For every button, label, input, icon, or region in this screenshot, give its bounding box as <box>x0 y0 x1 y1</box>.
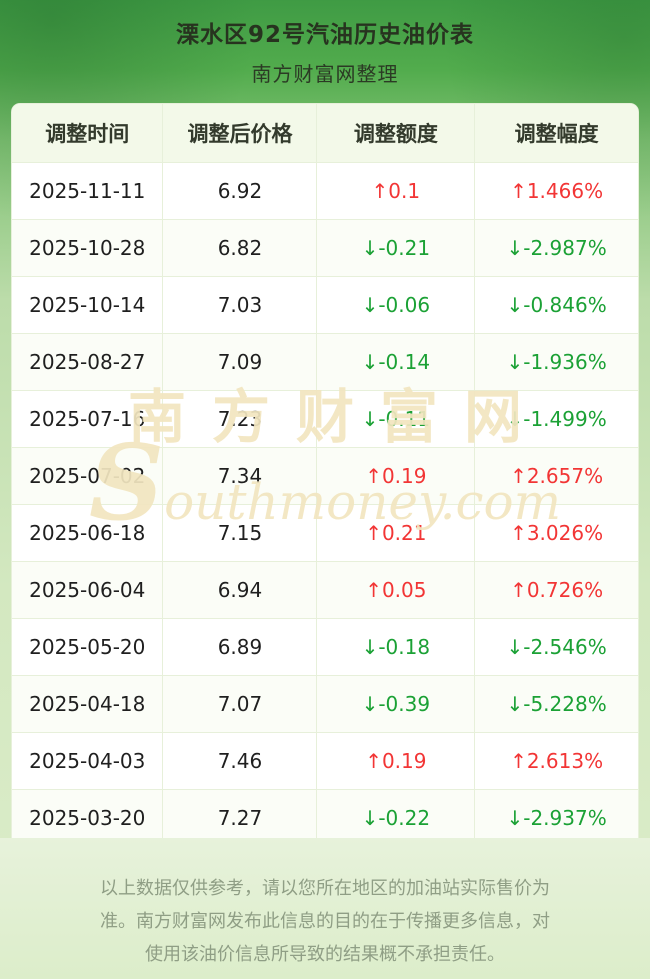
cell-date: 2025-07-16 <box>12 391 164 447</box>
cell-date: 2025-05-20 <box>12 619 164 675</box>
cell-date: 2025-04-18 <box>12 676 164 732</box>
cell-date: 2025-11-11 <box>12 163 164 219</box>
table-row: 2025-07-16 7.23 ↓-0.11 ↓-1.499% <box>12 391 638 448</box>
cell-change-pct: ↓-2.546% <box>506 635 607 659</box>
cell-price: 7.46 <box>163 733 318 789</box>
cell-change: ↓-0.39 <box>317 676 476 732</box>
price-table: 调整时间 调整后价格 调整额度 调整幅度 2025-11-11 6.92 ↑0.1 ↑… <box>12 104 638 847</box>
table-row: 2025-04-03 7.46 ↑0.19 ↑2.613% <box>12 733 638 790</box>
column-header-change: 调整额度 <box>317 104 476 162</box>
table-row: 2025-08-27 7.09 ↓-0.14 ↓-1.936% <box>12 334 638 391</box>
cell-change-pct: ↓-1.936% <box>475 334 638 390</box>
cell-change: ↑0.1 <box>317 163 476 219</box>
cell-change: ↑0.19 <box>317 448 476 504</box>
cell-change: ↑0.21 <box>317 505 476 561</box>
cell-change-pct: ↑2.657% <box>475 448 638 504</box>
page-title: 溧水区92号汽油历史油价表 <box>175 22 474 48</box>
table-row: 2025-05-20 6.89 ↓-0.18 ↓-2.546% <box>12 619 638 676</box>
cell-price: 6.89 <box>163 619 318 675</box>
cell-date: 2025-04-03 <box>12 733 164 789</box>
cell-date: 2025-10-14 <box>12 277 164 333</box>
cell-price: 6.92 <box>163 163 318 219</box>
cell-change-pct: ↓-2.937% <box>475 790 638 846</box>
table-row: 2025-10-28 6.82 ↓-0.21 ↓-2.987% <box>12 220 638 277</box>
cell-change-pct: ↓-2.987% <box>475 220 638 276</box>
cell-change: ↓-0.22 <box>317 790 476 846</box>
table-row: 2025-04-18 7.07 ↓-0.39 ↓-5.228% <box>12 676 638 733</box>
cell-date: 2025-03-20 <box>12 790 164 846</box>
page-subtitle: 南方财富网整理 <box>251 62 399 86</box>
table-body: 2025-11-11 6.92 ↑0.1 ↑1.466% 2025-10-28 6.82 ↓… <box>12 163 638 847</box>
cell-price: 7.09 <box>163 334 318 390</box>
cell-change-pct: ↑2.613% <box>510 749 604 773</box>
cell-date: 2025-07-02 <box>12 448 164 504</box>
cell-price: 7.27 <box>163 790 318 846</box>
cell-change-pct: ↑0.726% <box>475 562 638 618</box>
table-header-row: 调整时间 调整后价格 调整额度 调整幅度 <box>12 104 638 163</box>
column-header-price: 调整后价格 <box>163 104 318 162</box>
cell-change: ↓-0.18 <box>317 619 476 675</box>
cell-change: ↓-0.06 <box>317 277 476 333</box>
cell-change-pct: ↑1.466% <box>510 179 604 203</box>
cell-price: 6.94 <box>163 562 318 618</box>
table-row: 2025-11-11 6.92 ↑0.1 ↑1.466% <box>12 163 638 220</box>
cell-change: ↓-0.21 <box>317 220 476 276</box>
cell-date: 2025-08-27 <box>12 334 164 390</box>
cell-price: 7.23 <box>163 391 318 447</box>
cell-price: 7.03 <box>163 277 318 333</box>
cell-change: ↑0.05 <box>317 562 476 618</box>
disclaimer: 以上数据仅供参考，请以您所在地区的加油站实际售价为准。南方财富网发布此信息的目的… <box>0 838 650 979</box>
cell-change-pct: ↓-5.228% <box>475 676 638 732</box>
table-row: 2025-06-18 7.15 ↑0.21 ↑3.026% <box>12 505 638 562</box>
table-row: 2025-07-02 7.34 ↑0.19 ↑2.657% <box>12 448 638 505</box>
cell-change: ↓-0.11 <box>317 391 476 447</box>
cell-price: 7.34 <box>163 448 318 504</box>
cell-price: 7.15 <box>163 505 318 561</box>
cell-change-pct: ↑3.026% <box>510 521 604 545</box>
table-row: 2025-10-14 7.03 ↓-0.06 ↓-0.846% <box>12 277 638 334</box>
cell-change: ↓-0.14 <box>317 334 476 390</box>
column-header-time: 调整时间 <box>12 104 164 162</box>
page-header: 溧水区92号汽油历史油价表 南方财富网整理 <box>0 0 650 102</box>
cell-change: ↑0.19 <box>317 733 476 789</box>
cell-date: 2025-06-04 <box>12 562 164 618</box>
cell-change-pct: ↓-0.846% <box>506 293 607 317</box>
cell-date: 2025-06-18 <box>12 505 164 561</box>
column-header-change-pct: 调整幅度 <box>514 122 599 146</box>
table-row: 2025-03-20 7.27 ↓-0.22 ↓-2.937% <box>12 790 638 847</box>
cell-price: 6.82 <box>163 220 318 276</box>
cell-change-pct: ↓-1.499% <box>506 407 607 431</box>
cell-date: 2025-10-28 <box>12 220 164 276</box>
cell-price: 7.07 <box>163 676 318 732</box>
table-row: 2025-06-04 6.94 ↑0.05 ↑0.726% <box>12 562 638 619</box>
